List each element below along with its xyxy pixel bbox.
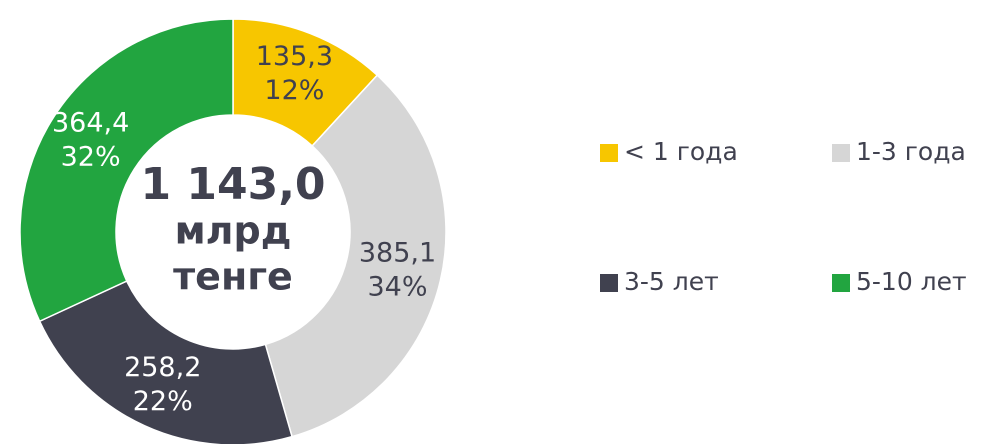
donut-segment	[19, 18, 234, 323]
legend-swatch	[832, 144, 850, 162]
center-label: 1 143,0	[140, 159, 325, 210]
center-label: млрд	[175, 209, 292, 253]
percent-label: 22%	[133, 386, 193, 417]
legend-swatch	[600, 274, 618, 292]
value-label: 364,4	[52, 107, 129, 138]
percent-label: 34%	[367, 271, 427, 302]
legend-label: 3-5 лет	[624, 267, 719, 296]
value-label: 385,1	[359, 237, 436, 268]
donut-segment	[264, 74, 447, 438]
donut-segment	[38, 280, 293, 444]
center-label: тенге	[173, 255, 293, 299]
value-label: 258,2	[124, 352, 201, 383]
legend-swatch	[832, 274, 850, 292]
legend-label: 1-3 года	[856, 137, 966, 166]
legend-swatch	[600, 144, 618, 162]
percent-label: 12%	[264, 75, 324, 106]
value-label: 135,3	[256, 41, 333, 72]
percent-label: 32%	[61, 141, 121, 172]
legend-label: < 1 года	[624, 137, 738, 166]
legend-label: 5-10 лет	[856, 267, 967, 296]
